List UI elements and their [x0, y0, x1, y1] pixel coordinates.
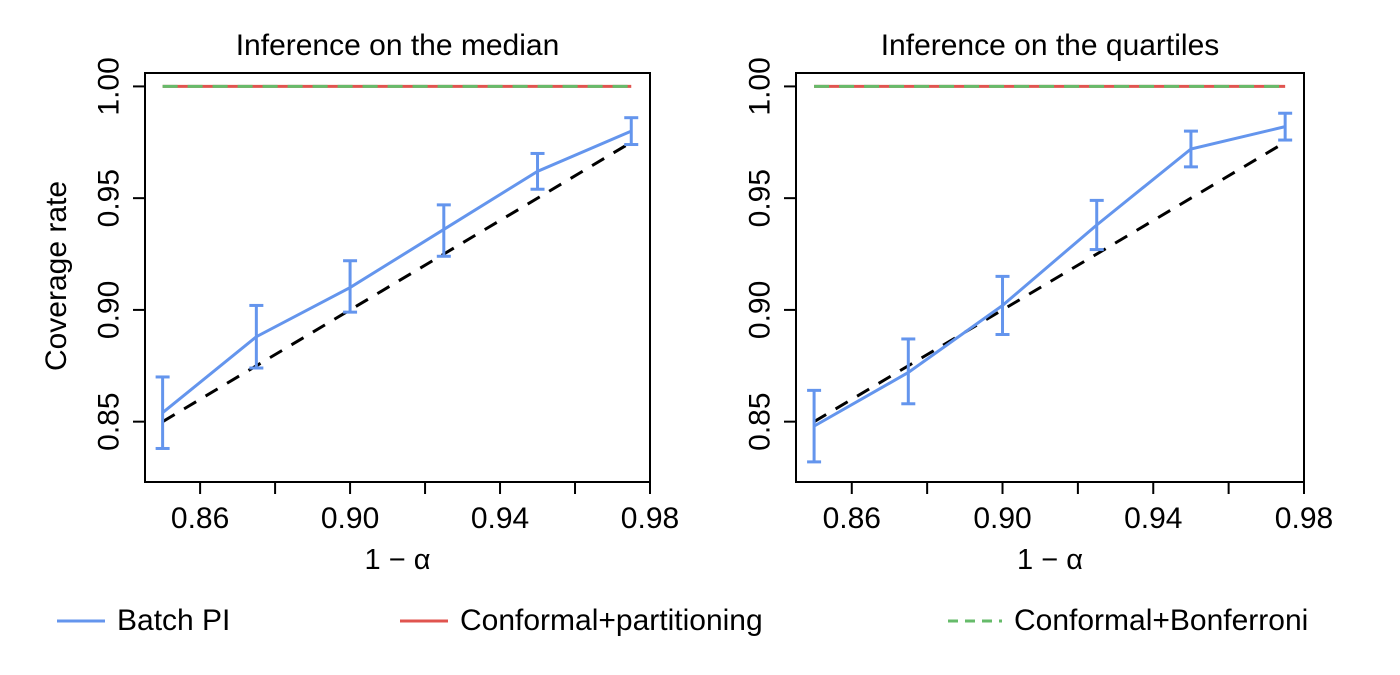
- x-tick-label: 0.86: [171, 502, 229, 535]
- panel-title-median: Inference on the median: [235, 29, 560, 62]
- y-tick-label: 0.95: [744, 169, 777, 227]
- identity-reference-line: [813, 140, 1286, 423]
- y-tick-label: 1.00: [93, 57, 126, 115]
- x-axis-label-median: 1 − α: [364, 544, 431, 576]
- legend-item-conformal-partitioning: Conformal+partitioning: [398, 603, 763, 639]
- conformal-bonferroni-legend-swatch: [948, 619, 1002, 623]
- x-tick-label: 0.98: [621, 502, 679, 535]
- x-tick-label: 0.90: [321, 502, 379, 535]
- legend-item-batch-pi: Batch PI: [55, 603, 230, 639]
- legend-label-conformal-partitioning: Conformal+partitioning: [460, 604, 763, 637]
- y-tick-label: 0.90: [93, 281, 126, 339]
- legend-label-conformal-bonferroni: Conformal+Bonferroni: [1014, 604, 1309, 637]
- x-tick-label: 0.90: [973, 502, 1031, 535]
- x-tick-label: 0.86: [823, 502, 881, 535]
- y-tick-label: 1.00: [744, 57, 777, 115]
- x-tick-label: 0.98: [1275, 502, 1333, 535]
- y-tick-label: 0.90: [744, 281, 777, 339]
- batch-pi-line: [813, 125, 1286, 428]
- batch-pi-line: [161, 129, 632, 414]
- batch-pi-legend-swatch: [57, 619, 105, 623]
- plot-box: [144, 72, 651, 483]
- x-tick-label: 0.94: [1124, 502, 1182, 535]
- panel-title-quartiles: Inference on the quartiles: [880, 29, 1220, 62]
- legend-label-batch-pi: Batch PI: [117, 604, 231, 637]
- y-tick-label: 0.95: [93, 169, 126, 227]
- y-tick-label: 0.85: [93, 392, 126, 450]
- legend-item-conformal-bonferroni: Conformal+Bonferroni: [946, 603, 1308, 639]
- x-tick-label: 0.94: [471, 502, 529, 535]
- x-axis-label-quartiles: 1 − α: [1017, 544, 1083, 576]
- plot-box: [795, 72, 1305, 483]
- y-tick-label: 0.85: [744, 392, 777, 450]
- conformal-partitioning-legend-swatch: [400, 619, 448, 623]
- identity-reference-line: [161, 140, 633, 423]
- y-axis-label: Coverage rate: [40, 180, 73, 372]
